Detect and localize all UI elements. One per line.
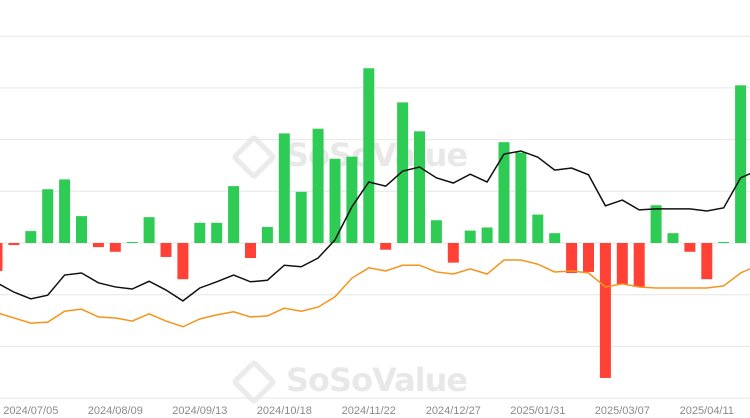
line-series-black xyxy=(0,150,750,302)
x-tick-label: 2024/08/09 xyxy=(88,405,143,417)
x-tick-label: 2025/01/31 xyxy=(510,405,565,417)
bar-positive xyxy=(549,233,561,243)
lines xyxy=(0,150,750,328)
bar-positive xyxy=(143,217,155,243)
bar-negative xyxy=(583,243,594,272)
bar-negative xyxy=(447,243,459,263)
bar-positive xyxy=(228,186,240,243)
bar-negative xyxy=(0,243,3,271)
bar-positive xyxy=(312,128,324,243)
bar-negative xyxy=(92,243,104,248)
bars xyxy=(0,68,747,378)
bar-positive xyxy=(498,142,510,243)
line-series-orange xyxy=(0,259,750,328)
x-tick-label: 2024/07/05 xyxy=(3,405,58,417)
bar-positive xyxy=(735,85,747,243)
x-tick-label: 2024/09/13 xyxy=(172,405,227,417)
bar-negative xyxy=(109,243,121,252)
bar-positive xyxy=(42,189,54,243)
bar-positive xyxy=(464,230,476,243)
bar-positive xyxy=(278,133,290,243)
x-tick-label: 2025/03/07 xyxy=(595,405,650,417)
bar-positive xyxy=(329,158,341,243)
bar-negative xyxy=(684,243,696,252)
bar-positive xyxy=(261,226,273,243)
bar-negative xyxy=(633,243,645,287)
bar-positive xyxy=(126,241,138,243)
bar-negative xyxy=(701,243,713,280)
bar-positive xyxy=(211,222,223,243)
bar-positive xyxy=(650,205,662,243)
bar-positive xyxy=(397,102,409,243)
bar-negative xyxy=(8,243,20,246)
bar-positive xyxy=(414,131,425,243)
bar-negative xyxy=(245,243,256,258)
x-tick-label: 2025/04/11 xyxy=(680,405,734,417)
bar-negative xyxy=(566,243,578,273)
bar-positive xyxy=(363,68,375,243)
x-axis-ticks: 2024/07/05 2024/08/09 2024/09/13 2024/10/18… xyxy=(3,405,734,417)
x-tick-label: 2024/12/27 xyxy=(426,405,481,417)
bar-positive xyxy=(59,179,71,243)
bar-positive xyxy=(532,214,544,243)
bar-negative xyxy=(160,243,172,257)
bar-negative xyxy=(616,243,628,285)
bar-negative xyxy=(599,243,611,378)
gridlines xyxy=(0,35,750,399)
bar-positive xyxy=(718,241,730,243)
bar-positive xyxy=(76,216,87,243)
x-tick-label: 2024/10/18 xyxy=(257,405,312,417)
bar-negative xyxy=(380,243,392,250)
bar-positive xyxy=(25,231,37,243)
bar-positive xyxy=(194,222,206,243)
bar-positive xyxy=(346,156,358,243)
bar-positive xyxy=(515,152,527,243)
bar-positive xyxy=(295,191,307,243)
x-tick-label: 2024/11/22 xyxy=(342,405,396,417)
bar-negative xyxy=(177,243,189,280)
bar-positive xyxy=(667,233,679,243)
bar-positive xyxy=(481,227,493,243)
bar-positive xyxy=(430,220,442,243)
